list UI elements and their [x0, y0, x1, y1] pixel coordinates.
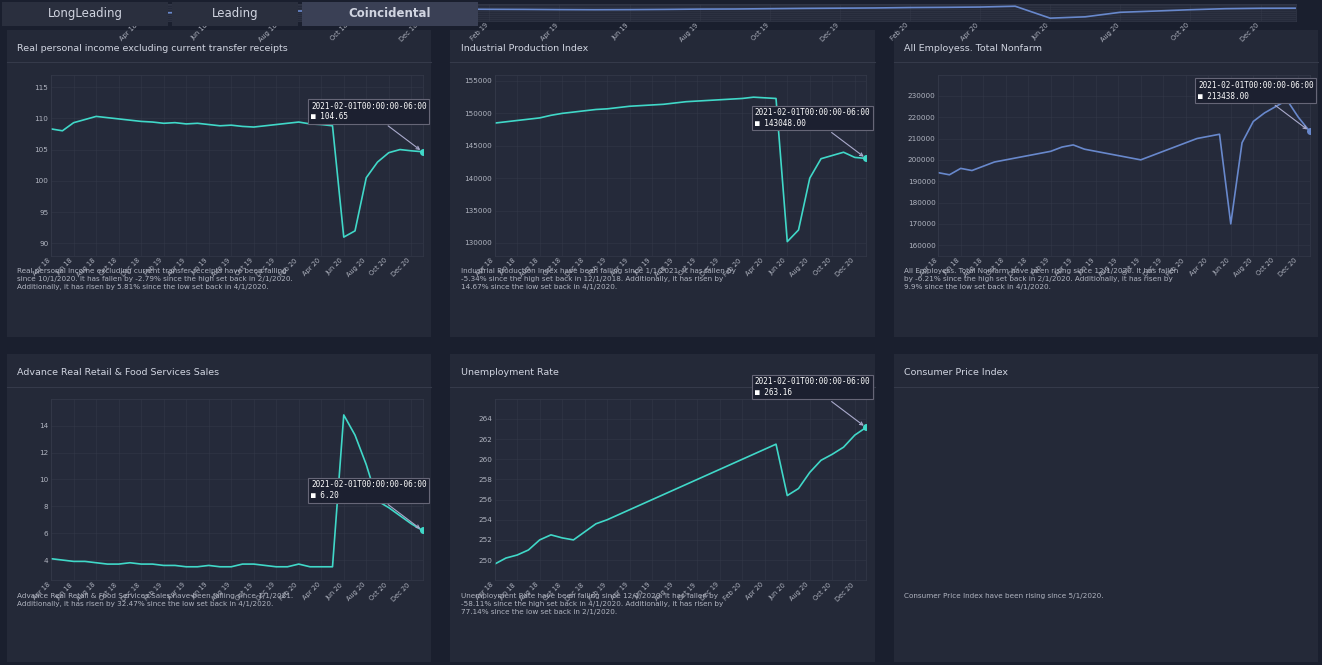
- Text: Consumer Price Index: Consumer Price Index: [904, 368, 1009, 377]
- Text: 2021-02-01T00:00:00-06:00
■ 104.65: 2021-02-01T00:00:00-06:00 ■ 104.65: [311, 102, 427, 150]
- Text: All Employess. Total Nonfarm: All Employess. Total Nonfarm: [904, 44, 1042, 53]
- Text: Industrial Production Index have been falling since 1/1/2021. It has fallen by
-: Industrial Production Index have been fa…: [461, 268, 735, 290]
- FancyBboxPatch shape: [172, 2, 297, 26]
- Text: Consumer Price Index have been rising since 5/1/2020.: Consumer Price Index have been rising si…: [904, 593, 1104, 598]
- Text: All Employess. Total Nonfarm have been rising since 12/1/2020. It has fallen
by : All Employess. Total Nonfarm have been r…: [904, 268, 1178, 290]
- Text: 2021-02-01T00:00:00-06:00
■ 213438.00: 2021-02-01T00:00:00-06:00 ■ 213438.00: [1198, 81, 1314, 129]
- Text: Advance Real Retail & Food Services Sales have been falling since 1/1/2021.
Addi: Advance Real Retail & Food Services Sale…: [17, 593, 293, 606]
- FancyBboxPatch shape: [301, 2, 479, 26]
- Text: 2021-02-01T00:00:00-06:00
■ 6.20: 2021-02-01T00:00:00-06:00 ■ 6.20: [311, 480, 427, 528]
- Text: Leading: Leading: [212, 7, 258, 20]
- FancyBboxPatch shape: [3, 2, 168, 26]
- Text: Unemployment Rate have been falling since 12/1/2020. It has fallen by
-58.11% si: Unemployment Rate have been falling sinc…: [461, 593, 723, 614]
- Text: 2021-02-01T00:00:00-06:00
■ 263.16: 2021-02-01T00:00:00-06:00 ■ 263.16: [755, 378, 870, 425]
- Text: Real personal income excluding current transfer receipts have been falling
since: Real personal income excluding current t…: [17, 268, 293, 290]
- FancyBboxPatch shape: [3, 2, 168, 26]
- Text: Industrial Production Index: Industrial Production Index: [461, 44, 588, 53]
- Text: 2021-02-01T00:00:00-06:00
■ 143048.00: 2021-02-01T00:00:00-06:00 ■ 143048.00: [755, 108, 870, 156]
- Text: LongLeading: LongLeading: [48, 7, 123, 20]
- Text: Advance Real Retail & Food Services Sales: Advance Real Retail & Food Services Sale…: [17, 368, 219, 377]
- FancyBboxPatch shape: [172, 2, 297, 26]
- Text: Coincidental: Coincidental: [349, 7, 431, 20]
- Text: Coincidental: Coincidental: [349, 7, 431, 20]
- Text: Unemployment Rate: Unemployment Rate: [461, 368, 559, 377]
- FancyBboxPatch shape: [301, 2, 479, 26]
- Text: Leading: Leading: [212, 7, 258, 20]
- Text: Real personal income excluding current transfer receipts: Real personal income excluding current t…: [17, 44, 288, 53]
- Text: LongLeading: LongLeading: [48, 7, 123, 20]
